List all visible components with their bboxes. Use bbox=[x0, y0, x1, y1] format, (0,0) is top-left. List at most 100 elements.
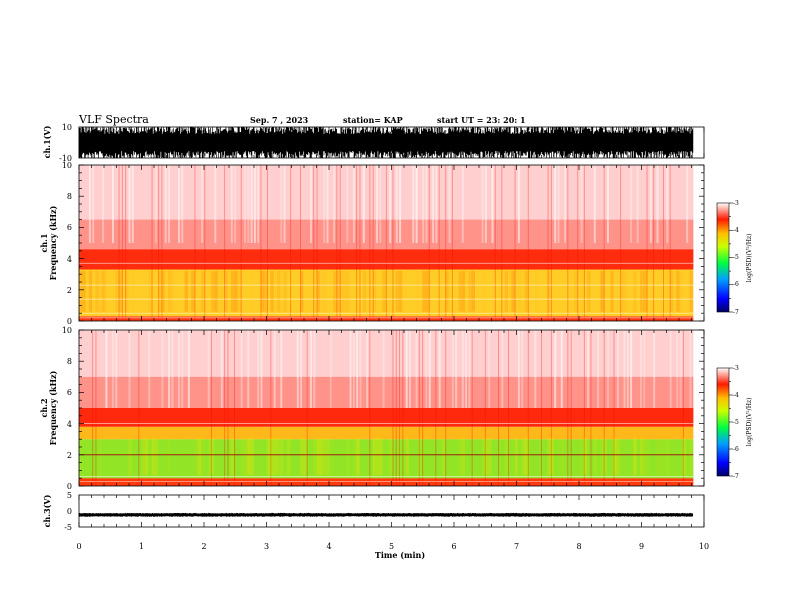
spectrogram-column bbox=[283, 165, 286, 243]
ch1-ytick-10: 10 bbox=[62, 161, 72, 170]
ch1-cb-tick-m3: -3 bbox=[733, 200, 739, 207]
spectrogram-column bbox=[666, 271, 669, 312]
spectrogram-column bbox=[178, 438, 181, 475]
spectrogram-column bbox=[560, 330, 563, 408]
spectrogram-column bbox=[620, 271, 624, 312]
spectrogram-column bbox=[201, 165, 204, 243]
spectrogram-column bbox=[333, 271, 337, 312]
station-label: station= KAP bbox=[343, 115, 403, 125]
spectrogram-column bbox=[547, 271, 551, 312]
spectrogram-column bbox=[680, 271, 683, 312]
spectrogram-column bbox=[270, 437, 274, 476]
spectrogram-column bbox=[461, 437, 466, 476]
spectrogram-column bbox=[286, 437, 291, 476]
spectrogram-column bbox=[300, 437, 304, 476]
spectrogram-column bbox=[541, 330, 542, 486]
spectrogram-column bbox=[646, 437, 650, 476]
spectrogram-column bbox=[125, 438, 128, 475]
spectrogram-column bbox=[488, 437, 492, 476]
spectrogram-column bbox=[399, 437, 403, 476]
spectrogram-column bbox=[234, 330, 235, 486]
spectrogram-column bbox=[395, 271, 400, 312]
spectrogram-column bbox=[527, 437, 532, 476]
spectrogram-column bbox=[643, 437, 647, 476]
spectrogram-column bbox=[435, 165, 438, 243]
spectrogram-column bbox=[336, 165, 338, 321]
spectrogram-column bbox=[178, 165, 180, 243]
ch2-ytick-4: 4 bbox=[67, 420, 72, 429]
spectrogram-column bbox=[623, 330, 626, 408]
ch1-ytick-6: 6 bbox=[67, 223, 72, 232]
spectrogram-column bbox=[534, 271, 537, 312]
spectrogram-column bbox=[151, 165, 153, 321]
spectrogram-column bbox=[682, 437, 687, 476]
spectrogram-column bbox=[571, 438, 574, 475]
time-tick-label: 10 bbox=[699, 542, 709, 551]
ch2-colorbar: -3 -4 -5 -6 -7 log(PSD)(V²/Hz) bbox=[716, 365, 753, 480]
spectrogram-column bbox=[128, 165, 131, 243]
ch2-colorbar-label: log(PSD)(V²/Hz) bbox=[746, 398, 753, 447]
ch1-waveform-ylabel: ch.1(V) bbox=[42, 125, 52, 158]
spectrogram-column bbox=[257, 165, 260, 243]
spectrogram-column bbox=[580, 437, 584, 476]
spectrogram-column bbox=[211, 437, 215, 476]
spectrogram-column bbox=[679, 330, 682, 408]
spectrogram-column bbox=[316, 437, 320, 476]
spectrogram-column bbox=[323, 271, 326, 312]
spectrogram-column bbox=[128, 330, 131, 408]
spectrogram-column bbox=[583, 165, 585, 321]
spectrogram-column bbox=[468, 271, 472, 312]
time-tick-label: 6 bbox=[451, 542, 456, 551]
spectrogram-column bbox=[418, 437, 423, 476]
spectrogram-column bbox=[567, 165, 569, 321]
spectrogram-column bbox=[504, 271, 508, 312]
spectrogram-column bbox=[221, 271, 224, 312]
spectrogram-column bbox=[501, 438, 504, 475]
spectrogram-band bbox=[79, 376, 694, 408]
spectrogram-column bbox=[372, 271, 376, 312]
spectrogram-column bbox=[534, 330, 537, 408]
spectrogram-column bbox=[643, 271, 647, 312]
spectrogram-column bbox=[432, 165, 435, 243]
spectrogram-column bbox=[590, 330, 592, 486]
ch1-cb-tick-m4: -4 bbox=[733, 227, 739, 234]
spectrogram-column bbox=[603, 165, 605, 321]
spectrogram-column bbox=[484, 437, 489, 476]
time-tick-label: 0 bbox=[76, 542, 81, 551]
spectrogram-column bbox=[550, 330, 552, 486]
spectrogram-column bbox=[399, 330, 400, 486]
spectrogram-column bbox=[220, 330, 223, 408]
ch1-ytick-4: 4 bbox=[67, 255, 72, 264]
spectrogram-column bbox=[580, 165, 583, 243]
spectrogram-column bbox=[600, 437, 604, 476]
spectrogram-column bbox=[524, 437, 528, 476]
spectrogram-band bbox=[79, 478, 694, 486]
spectrogram-column bbox=[666, 437, 670, 476]
spectrogram-column bbox=[313, 330, 316, 408]
spectrogram-column bbox=[603, 437, 607, 476]
spectrogram-column bbox=[458, 437, 462, 476]
spectrogram-column bbox=[409, 330, 411, 408]
spectrogram-column bbox=[455, 330, 458, 408]
spectrogram-column bbox=[636, 165, 639, 243]
spectrogram-column bbox=[527, 330, 529, 486]
spectrogram-column bbox=[399, 165, 402, 243]
spectrogram-column bbox=[240, 437, 244, 476]
spectrogram-column bbox=[112, 330, 114, 408]
spectrogram-column bbox=[593, 165, 596, 243]
spectrogram-column bbox=[382, 271, 386, 312]
spectrogram-column bbox=[481, 165, 484, 243]
spectrogram-column bbox=[88, 271, 93, 312]
ch2-cb-tick-m4: -4 bbox=[733, 392, 739, 399]
spectrogram-column bbox=[600, 271, 604, 312]
spectrogram-column bbox=[425, 330, 428, 408]
spectrogram-column bbox=[280, 330, 283, 408]
ch1-waveform-panel: 10 -10 ch.1(V) bbox=[42, 123, 705, 163]
ch1-spectrogram-panel: 0 2 4 6 8 10 ch.1 Frequency (kHz) -3 -4 … bbox=[39, 161, 753, 326]
spectrogram-column bbox=[574, 271, 578, 312]
spectrogram-column bbox=[227, 330, 229, 486]
spectrogram-column bbox=[511, 271, 515, 312]
spectrogram-column bbox=[689, 437, 693, 476]
spectrogram-column bbox=[396, 438, 399, 475]
spectrogram-column bbox=[339, 271, 343, 312]
